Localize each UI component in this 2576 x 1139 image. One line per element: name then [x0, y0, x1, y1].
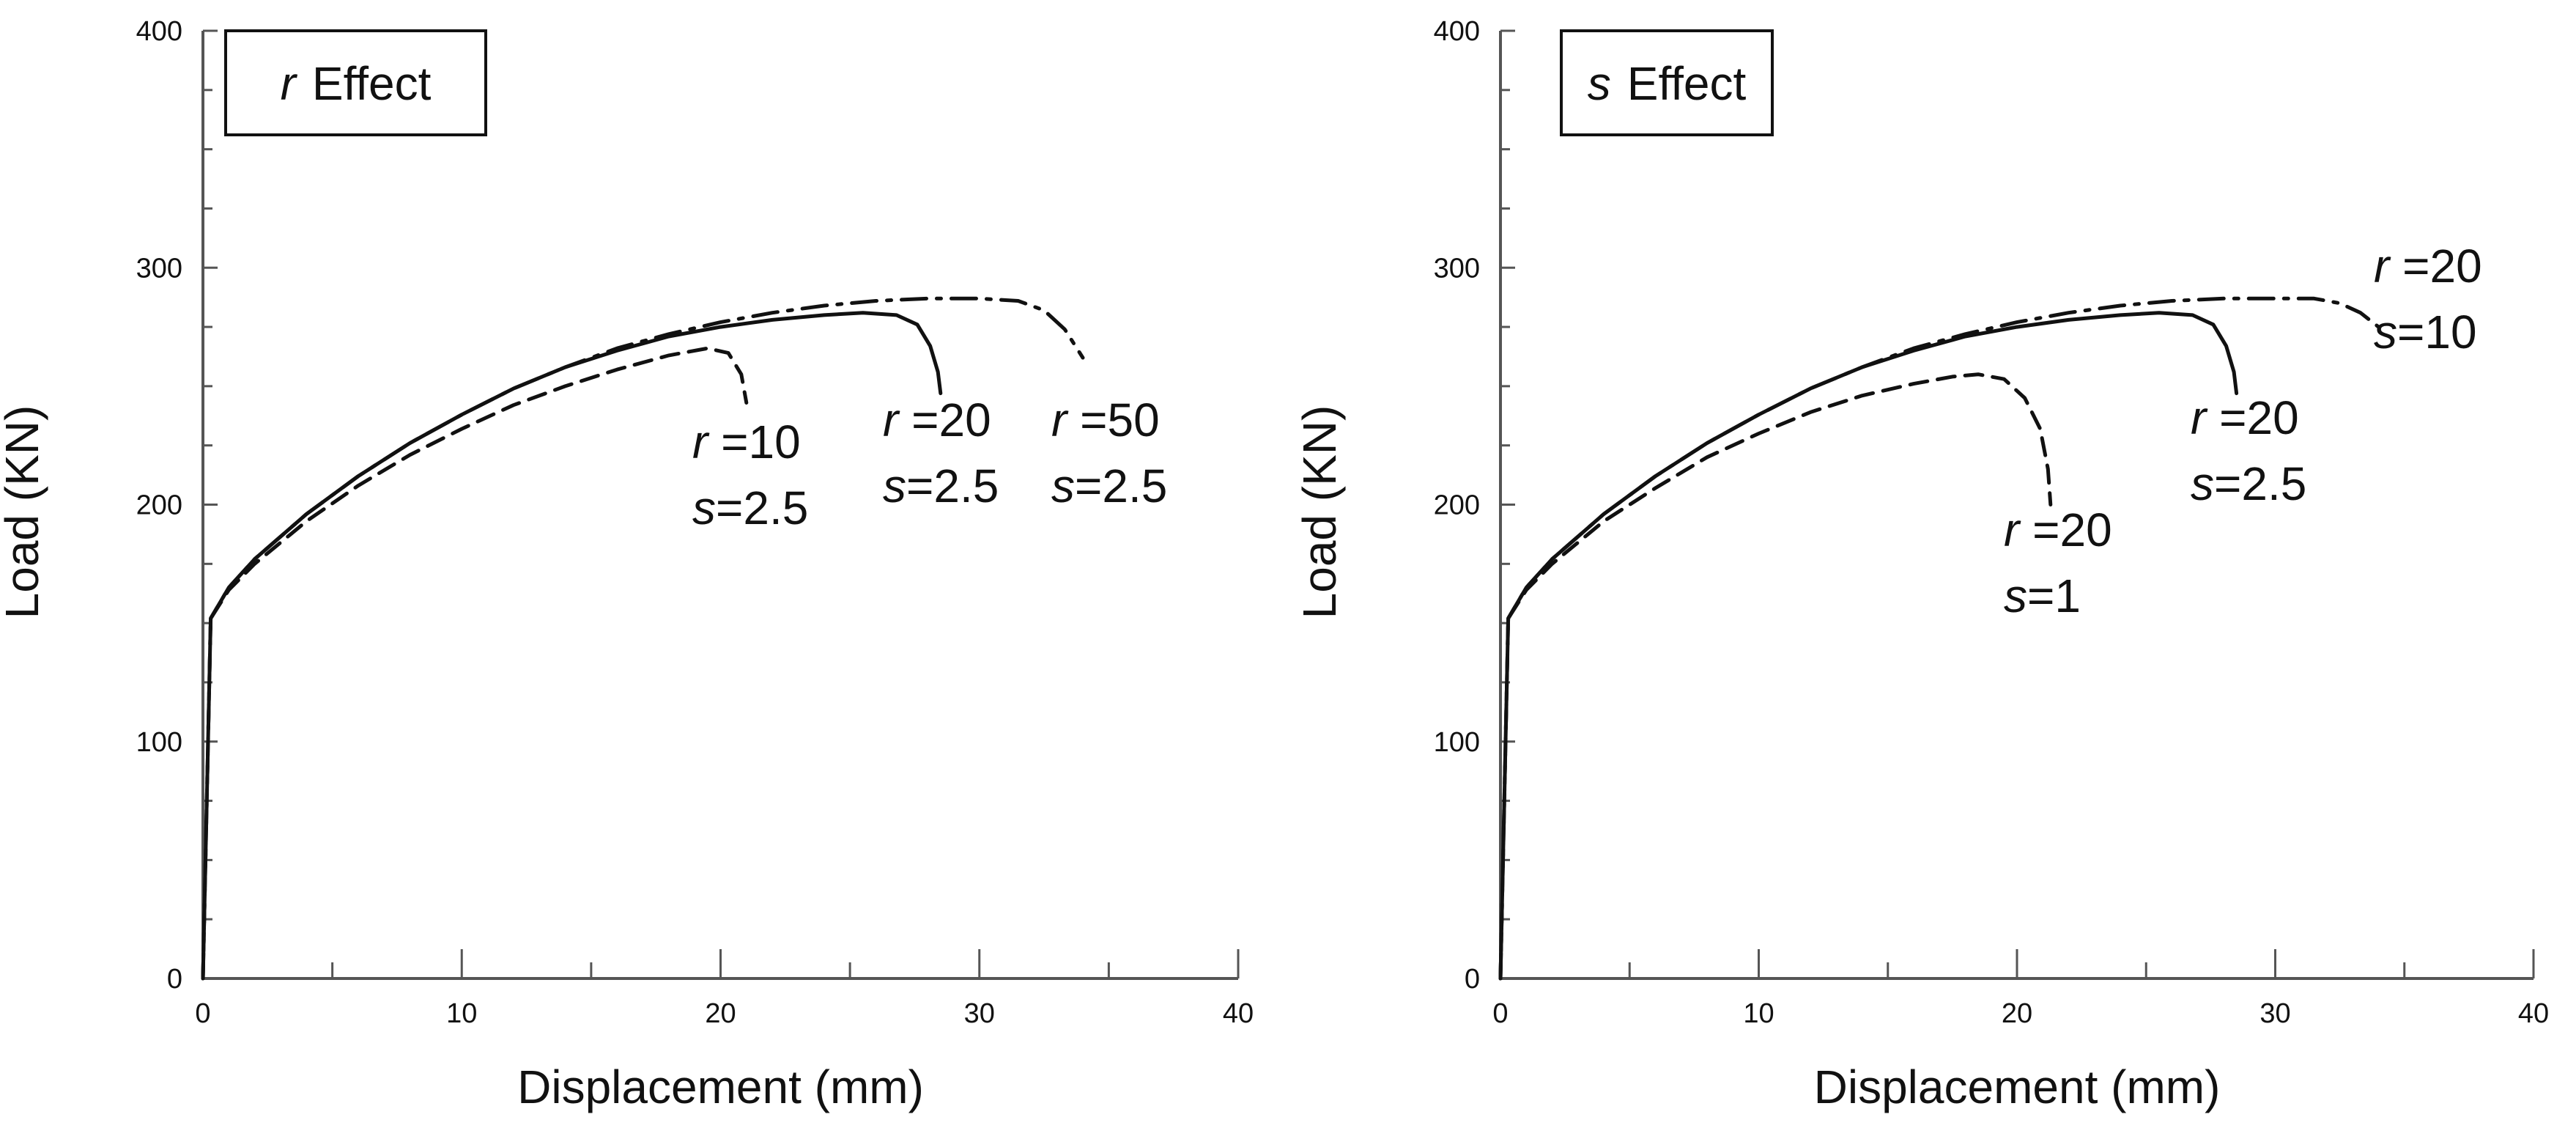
annotation-variable: r: [883, 394, 900, 446]
y-axis-title: Load (KN): [1293, 405, 1346, 619]
x-tick-label: 40: [2518, 998, 2549, 1029]
annotation-value: =20: [898, 394, 991, 446]
panel-title: s Effect: [1588, 57, 1747, 110]
annotation-variable: r: [2191, 391, 2208, 444]
annotation-value: =20: [2206, 391, 2298, 444]
annotation-value: =2.5: [716, 482, 808, 534]
y-tick-label: 300: [1434, 253, 1480, 284]
annotation-variable: r: [1051, 394, 1069, 446]
annotation-variable: s: [692, 482, 716, 534]
annotation-value: =2.5: [906, 460, 999, 512]
annotation-variable: s: [883, 460, 906, 512]
x-tick-label: 0: [195, 998, 210, 1029]
x-tick-label: 10: [446, 998, 477, 1029]
x-axis-title: Displacement (mm): [517, 1061, 924, 1113]
x-tick-label: 20: [2002, 998, 2032, 1029]
annotation-value: =50: [1067, 394, 1159, 446]
series-annotation: r =20: [883, 394, 991, 446]
series-line-dashed: [1498, 372, 2053, 981]
annotation-value: =20: [2019, 504, 2111, 556]
panel-title-variable: s: [1588, 57, 1611, 110]
annotation-variable: s: [2004, 570, 2027, 622]
x-tick-label: 40: [1223, 998, 1254, 1029]
panel-title-variable: r: [281, 57, 298, 110]
annotation-value: =10: [2397, 306, 2477, 358]
y-tick-label: 0: [167, 964, 182, 995]
annotation-variable: s: [2191, 457, 2214, 510]
panel-title-word: Effect: [312, 57, 432, 110]
x-tick-label: 30: [964, 998, 995, 1029]
x-tick-label: 0: [1492, 998, 1508, 1029]
panel-title-box: [1560, 29, 1774, 136]
series-line-solid: [201, 311, 943, 981]
annotation-value: =2.5: [1075, 460, 1167, 512]
series-annotation: r =20: [2004, 504, 2112, 556]
series-annotation: r =20: [2374, 240, 2482, 292]
annotation-variable: r: [2004, 504, 2021, 556]
annotation-variable: s: [1051, 460, 1075, 512]
x-tick-label: 20: [705, 998, 736, 1029]
y-tick-label: 100: [1434, 727, 1480, 758]
series-annotation: s=10: [2374, 306, 2477, 358]
panel-title: r Effect: [281, 57, 432, 110]
series-annotation: s=1: [2004, 570, 2081, 622]
series-annotation: s=2.5: [883, 460, 999, 512]
series-line-dashed: [201, 346, 749, 981]
y-tick-label: 200: [136, 490, 182, 521]
series-annotation: r =50: [1051, 394, 1160, 446]
annotation-variable: r: [692, 416, 710, 468]
series-line-solid: [1498, 311, 2239, 981]
annotation-value: =1: [2027, 570, 2081, 622]
series-annotation: r =10: [692, 416, 801, 468]
annotation-value: =20: [2389, 240, 2481, 292]
annotation-variable: s: [2374, 306, 2397, 358]
series-annotation: s=2.5: [692, 482, 808, 534]
y-tick-label: 100: [136, 727, 182, 758]
panel-title-box: [224, 29, 487, 136]
chart-panel-2: 0 100 200 300 400 0 10 20 30 40 Displacement (mm) L…: [1293, 16, 2549, 1113]
series-annotation: s=2.5: [2191, 457, 2306, 510]
series-annotation: s=2.5: [1051, 460, 1167, 512]
y-axis-title: Load (KN): [0, 405, 48, 619]
annotation-value: =2.5: [2214, 457, 2306, 510]
x-axis-title: Displacement (mm): [1814, 1061, 2221, 1113]
chart-panel-1: 0 100 200 300 400 0 10 20 30 40 Displacement (mm) L…: [0, 16, 1254, 1113]
series-annotation: r =20: [2191, 391, 2299, 444]
y-tick-label: 0: [1465, 964, 1480, 995]
x-tick-label: 30: [2259, 998, 2290, 1029]
y-tick-label: 400: [136, 16, 182, 47]
y-tick-label: 400: [1434, 16, 1480, 47]
x-tick-label: 10: [1743, 998, 1774, 1029]
annotation-variable: r: [2374, 240, 2391, 292]
annotation-value: =10: [708, 416, 800, 468]
y-tick-label: 200: [1434, 490, 1480, 521]
panel-title-word: Effect: [1627, 57, 1747, 110]
y-tick-label: 300: [136, 253, 182, 284]
